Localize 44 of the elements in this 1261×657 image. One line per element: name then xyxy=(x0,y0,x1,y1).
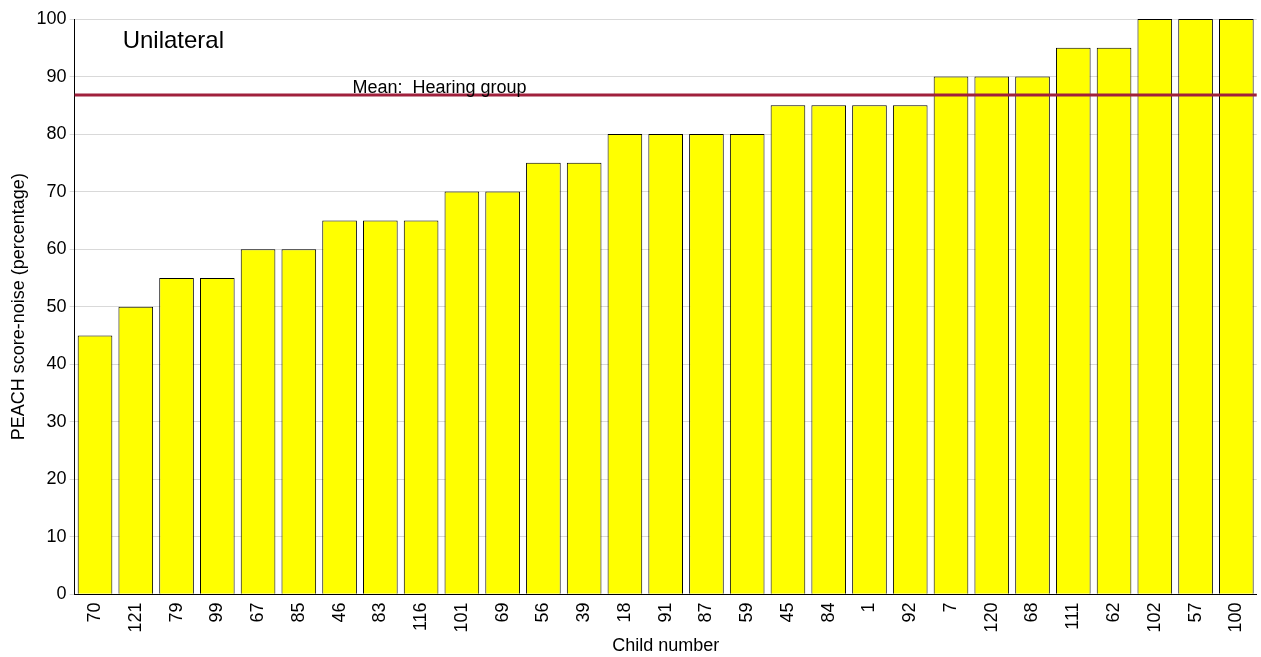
x-tick-label: 68 xyxy=(1021,602,1042,623)
x-tick-label: 7 xyxy=(939,602,960,613)
y-tick-label: 40 xyxy=(46,353,67,374)
x-tick-label: 70 xyxy=(83,602,104,623)
x-tick-label: 62 xyxy=(1103,602,1124,623)
y-tick-label: 60 xyxy=(46,238,67,259)
x-tick-label: 18 xyxy=(613,602,634,623)
x-tick-label: 99 xyxy=(206,602,227,623)
x-tick-label: 59 xyxy=(736,602,757,623)
x-tick-label: 79 xyxy=(165,602,186,623)
x-tick-label: 100 xyxy=(1225,602,1246,633)
x-tick-label: 56 xyxy=(532,602,553,623)
x-tick-label: 57 xyxy=(1184,602,1205,623)
x-tick-label: 87 xyxy=(695,602,716,623)
y-tick-label: 20 xyxy=(46,468,67,489)
y-tick-label: 80 xyxy=(46,123,67,144)
y-tick-label: 10 xyxy=(46,525,67,546)
annotation: Unilateral xyxy=(122,25,225,53)
x-tick-label: 101 xyxy=(450,602,471,633)
ref-line-label: Mean: Hearing group xyxy=(352,76,527,97)
x-tick-label: 102 xyxy=(1143,602,1164,633)
x-tick-label: 39 xyxy=(573,602,594,623)
y-tick-label: 100 xyxy=(36,7,67,28)
y-tick-label: 90 xyxy=(46,65,67,86)
x-tick-label: 121 xyxy=(124,602,145,633)
y-axis-title: PEACH score-noise (percentage) xyxy=(7,173,28,441)
x-tick-label: 83 xyxy=(369,602,390,623)
x-tick-label: 91 xyxy=(654,602,675,623)
x-tick-label: 120 xyxy=(980,602,1001,633)
y-tick-label: 50 xyxy=(46,295,67,316)
x-tick-label: 111 xyxy=(1062,602,1083,630)
y-tick-label: 0 xyxy=(56,583,67,604)
x-tick-label: 85 xyxy=(287,602,308,623)
x-tick-label: 46 xyxy=(328,602,349,623)
x-tick-label: 1 xyxy=(858,602,879,613)
y-tick-label: 70 xyxy=(46,180,67,201)
x-tick-label: 67 xyxy=(247,602,268,623)
x-tick-label: 92 xyxy=(899,602,920,623)
x-tick-label: 116 xyxy=(410,602,431,632)
x-tick-label: 69 xyxy=(491,602,512,623)
x-axis-title: Child number xyxy=(612,635,720,656)
x-tick-label: 45 xyxy=(776,602,797,623)
x-tick-label: 84 xyxy=(817,602,838,623)
y-tick-label: 30 xyxy=(46,410,67,431)
